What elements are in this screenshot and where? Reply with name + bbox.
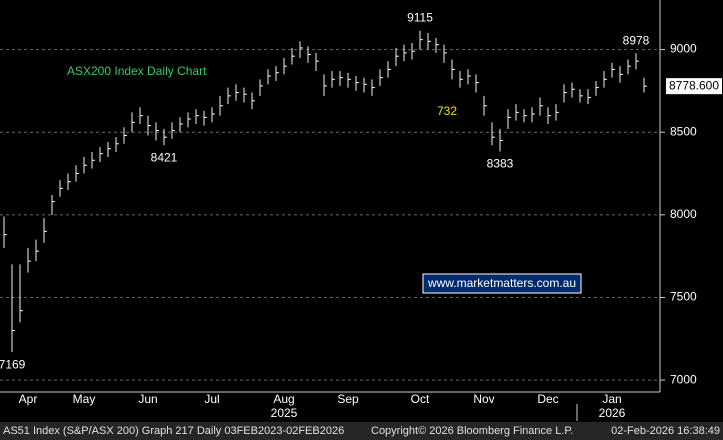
extreme-label: 8383 [487, 157, 514, 171]
x-tick-label: Sep [337, 392, 359, 406]
y-tick-label: 7500 [670, 290, 697, 304]
y-tick-label: 8500 [670, 124, 697, 138]
extreme-label: 7169 [0, 357, 26, 371]
x-tick-label: Aug [273, 392, 294, 406]
x-tick-label: Jan [602, 392, 621, 406]
watermark: www.marketmatters.com.au [427, 276, 576, 290]
watermark-box [422, 273, 582, 294]
footer-left: AS51 Index (S&P/ASX 200) Graph 217 Daily… [3, 425, 344, 437]
last-price-label: 8778.600 [669, 78, 719, 92]
extreme-label: 9115 [407, 11, 433, 25]
x-tick-label: Jun [138, 392, 157, 406]
extreme-label: 8978 [623, 33, 650, 47]
year-label: 2026 [599, 406, 626, 420]
footer-band [0, 422, 723, 440]
x-tick-label: Dec [537, 392, 558, 406]
year-label: 2025 [271, 406, 298, 420]
x-tick-label: Jul [204, 392, 219, 406]
x-tick-label: Oct [411, 392, 430, 406]
x-tick-label: Apr [19, 392, 38, 406]
x-tick-label: Nov [473, 392, 494, 406]
extreme-label: 8421 [151, 150, 178, 164]
y-tick-label: 9000 [670, 42, 697, 56]
y-tick-label: 7000 [670, 372, 697, 386]
annotation: 732 [437, 104, 457, 118]
footer-middle: Copyright© 2026 Bloomberg Finance L.P. [371, 425, 573, 437]
chart-title: ASX200 Index Daily Chart [67, 64, 207, 78]
y-tick-label: 8000 [670, 207, 697, 221]
footer-right: 02-Feb-2026 16:38:49 [611, 425, 720, 437]
last-price-box [666, 78, 722, 95]
x-tick-label: May [73, 392, 96, 406]
